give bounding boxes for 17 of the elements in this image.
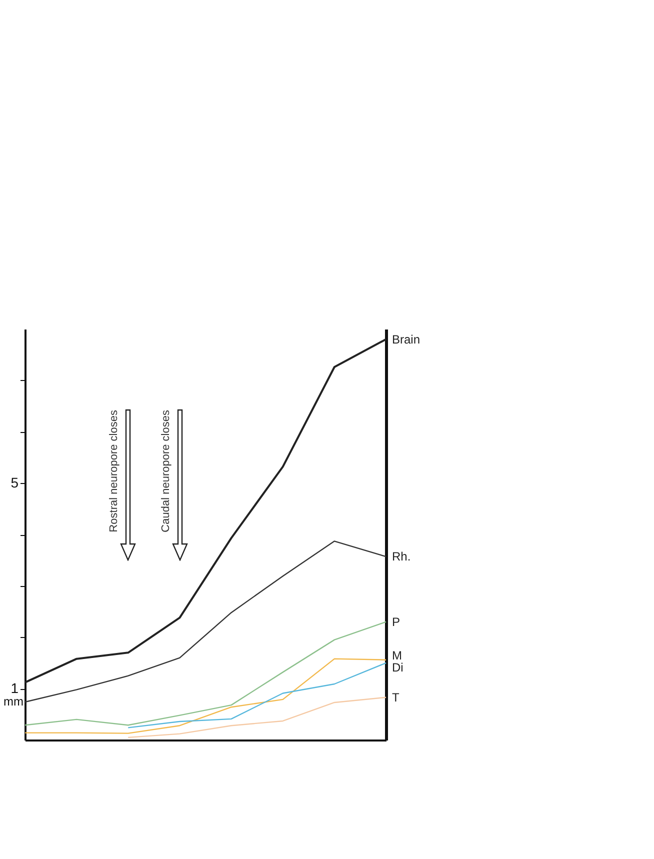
series-label: Brain (392, 332, 420, 346)
line-series (24, 540, 387, 703)
y-tick-label: 5 (10, 474, 19, 491)
line-series (128, 696, 387, 738)
line-series (24, 338, 387, 684)
annotation: Caudal neuropore closes (160, 410, 172, 532)
line-series (24, 621, 387, 726)
series-label: M (392, 648, 402, 662)
series-label: Di (392, 660, 404, 674)
y-axis-title: mm (4, 694, 24, 708)
annotation: Rostral neuropore closes (108, 410, 120, 532)
line-series (128, 662, 387, 728)
line-series (24, 658, 387, 734)
series-label: P (392, 614, 400, 629)
series-label: Rh. (392, 550, 411, 564)
series-label: T (392, 690, 400, 704)
y-tick-label: 1 (10, 680, 19, 696)
